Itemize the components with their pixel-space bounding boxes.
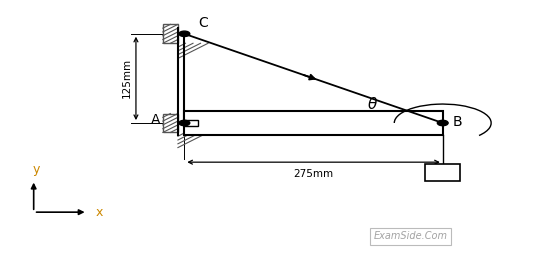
Text: θ: θ	[368, 97, 378, 112]
FancyBboxPatch shape	[163, 24, 178, 43]
Polygon shape	[184, 111, 443, 135]
Text: A: A	[150, 113, 160, 127]
Text: 125mm: 125mm	[122, 58, 131, 99]
Text: B: B	[452, 115, 462, 129]
Text: y: y	[32, 164, 40, 176]
Circle shape	[179, 31, 190, 37]
Polygon shape	[425, 164, 460, 181]
FancyBboxPatch shape	[163, 114, 178, 132]
Text: 275mm: 275mm	[294, 169, 334, 179]
Text: C: C	[198, 16, 208, 30]
Text: x: x	[96, 206, 103, 219]
Circle shape	[179, 120, 190, 126]
Circle shape	[437, 120, 448, 126]
Text: ExamSide.Com: ExamSide.Com	[373, 232, 447, 242]
Polygon shape	[184, 120, 198, 126]
